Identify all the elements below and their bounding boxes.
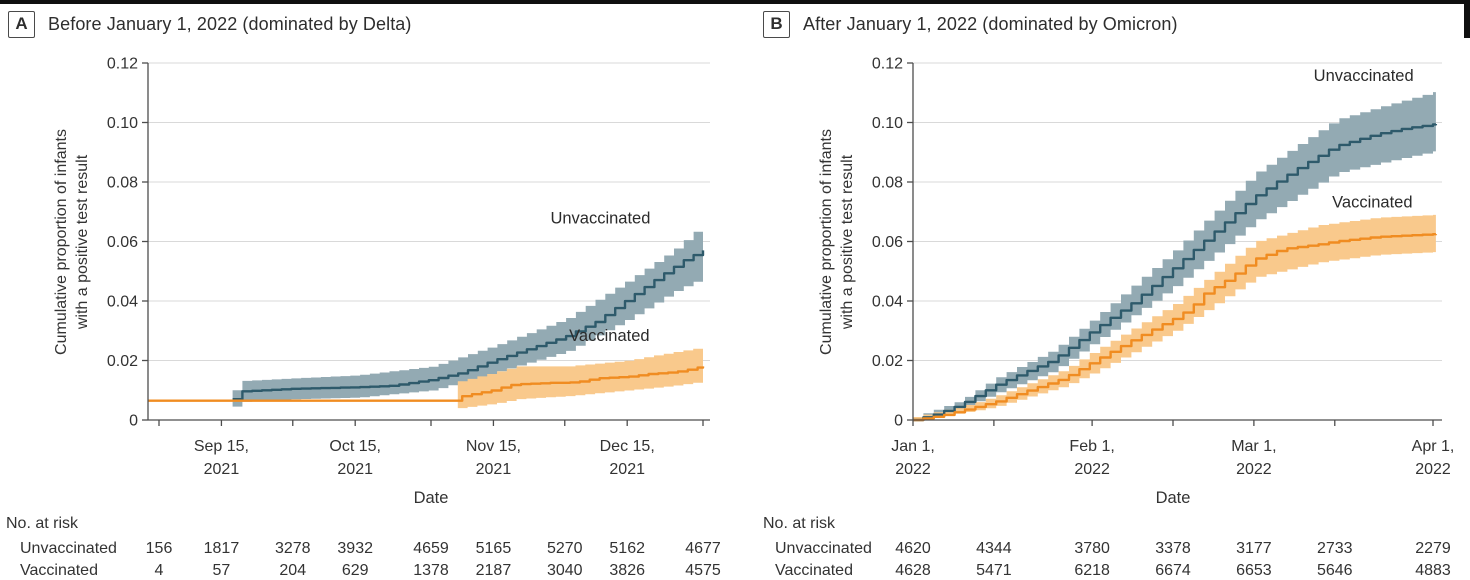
risk-row-label: Unvaccinated	[20, 540, 117, 557]
risk-value: 4883	[1415, 562, 1451, 579]
risk-value: 4	[155, 562, 164, 579]
risk-value: 2733	[1317, 540, 1353, 557]
y-tick-label: 0.06	[872, 234, 903, 251]
x-tick-label: Dec 15,	[600, 438, 655, 455]
risk-value: 1378	[413, 562, 449, 579]
x-tick-label: Feb 1,	[1069, 438, 1114, 455]
risk-value: 6218	[1074, 562, 1110, 579]
risk-value: 3378	[1155, 540, 1191, 557]
y-axis-title-line2: with a positive test result	[839, 154, 856, 330]
risk-value: 57	[213, 562, 231, 579]
panel-a-header: A Before January 1, 2022 (dominated by D…	[8, 10, 412, 38]
series-label-unvaccinated: Unvaccinated	[550, 210, 650, 228]
risk-table-header: No. at risk	[763, 515, 836, 532]
risk-value: 4575	[685, 562, 721, 579]
risk-value: 629	[342, 562, 369, 579]
panel-a: Unvaccinated Vaccinated 0 0.02 0.04 0.06 0.08 0…	[6, 56, 721, 580]
x-tick-label-year: 2022	[1236, 461, 1272, 478]
x-tick-label-year: 2022	[1074, 461, 1110, 478]
y-tick-label: 0.02	[872, 353, 903, 370]
risk-value: 4628	[895, 562, 931, 579]
y-axis-title-line2: with a positive test result	[74, 154, 91, 330]
y-tick-label: 0.02	[107, 353, 138, 370]
risk-value: 6653	[1236, 562, 1272, 579]
y-tick-label: 0	[129, 413, 138, 430]
x-tick-label-year: 2021	[609, 461, 645, 478]
panel-b-letter-box: B	[763, 10, 790, 38]
risk-value: 6674	[1155, 562, 1191, 579]
x-tick-label-year: 2021	[476, 461, 512, 478]
panel-b: Unvaccinated Vaccinated 0 0.02 0.04 0.06 0.08 0…	[763, 56, 1454, 580]
risk-value: 2279	[1415, 540, 1451, 557]
confidence-band-vaccinated	[913, 214, 1436, 420]
y-tick-label: 0	[894, 413, 903, 430]
y-tick-label: 0.08	[872, 175, 903, 192]
risk-value: 5646	[1317, 562, 1353, 579]
risk-row-label: Unvaccinated	[775, 540, 872, 557]
risk-value: 4344	[976, 540, 1012, 557]
y-tick-label: 0.04	[872, 294, 903, 311]
risk-value: 3278	[275, 540, 311, 557]
series-label-vaccinated: Vaccinated	[569, 327, 649, 345]
confidence-band-vaccinated	[457, 347, 703, 409]
series-label-unvaccinated: Unvaccinated	[1314, 67, 1414, 85]
risk-value: 156	[146, 540, 173, 557]
risk-table-header: No. at risk	[6, 515, 79, 532]
risk-value: 3932	[337, 540, 373, 557]
risk-value: 4677	[685, 540, 721, 557]
y-tick-label: 0.10	[872, 115, 903, 132]
x-axis-title: Date	[1156, 489, 1191, 507]
y-tick-label: 0.12	[872, 56, 903, 73]
curve-unvaccinated	[232, 250, 705, 401]
panel-b-header: B After January 1, 2022 (dominated by Om…	[763, 10, 1178, 38]
x-tick-label-year: 2022	[895, 461, 931, 478]
panel-a-letter-box: A	[8, 10, 35, 38]
y-tick-label: 0.04	[107, 294, 138, 311]
x-tick-label: Apr 1,	[1412, 438, 1455, 455]
curve-vaccinated	[913, 232, 1438, 422]
risk-value: 4620	[895, 540, 931, 557]
y-tick-label: 0.12	[107, 56, 138, 73]
risk-row-label: Vaccinated	[20, 562, 98, 579]
risk-value: 5270	[547, 540, 583, 557]
y-tick-label: 0.06	[107, 234, 138, 251]
x-tick-label: Oct 15,	[329, 438, 381, 455]
x-tick-label: Jan 1,	[891, 438, 935, 455]
panel-b-title: After January 1, 2022 (dominated by Omic…	[803, 13, 1178, 34]
risk-row-label: Vaccinated	[775, 562, 853, 579]
y-axis-title-line1: Cumulative proportion of infants	[53, 129, 70, 355]
y-axis-title-line1: Cumulative proportion of infants	[818, 129, 835, 355]
risk-value: 1817	[204, 540, 240, 557]
panel-a-title: Before January 1, 2022 (dominated by Del…	[48, 13, 412, 34]
risk-value: 3040	[547, 562, 583, 579]
x-tick-label-year: 2021	[337, 461, 373, 478]
right-edge-bar	[1464, 0, 1470, 38]
x-tick-label: Mar 1,	[1231, 438, 1276, 455]
risk-value: 3780	[1074, 540, 1110, 557]
y-tick-label: 0.08	[107, 175, 138, 192]
risk-value: 3826	[609, 562, 645, 579]
confidence-band-unvaccinated	[913, 91, 1436, 421]
curve-vaccinated	[148, 366, 705, 402]
x-tick-label-year: 2022	[1415, 461, 1451, 478]
x-tick-label: Nov 15,	[466, 438, 521, 455]
series-label-vaccinated: Vaccinated	[1332, 193, 1412, 211]
risk-value: 5471	[976, 562, 1012, 579]
risk-value: 5162	[609, 540, 645, 557]
risk-value: 4659	[413, 540, 449, 557]
risk-value: 2187	[476, 562, 512, 579]
risk-value: 5165	[476, 540, 512, 557]
x-axis-title: Date	[414, 489, 449, 507]
risk-value: 3177	[1236, 540, 1272, 557]
top-border-bar	[0, 0, 1470, 4]
x-tick-label: Sep 15,	[194, 438, 249, 455]
curve-unvaccinated	[913, 123, 1438, 422]
y-tick-label: 0.10	[107, 115, 138, 132]
risk-value: 204	[279, 562, 306, 579]
x-tick-label-year: 2021	[204, 461, 240, 478]
